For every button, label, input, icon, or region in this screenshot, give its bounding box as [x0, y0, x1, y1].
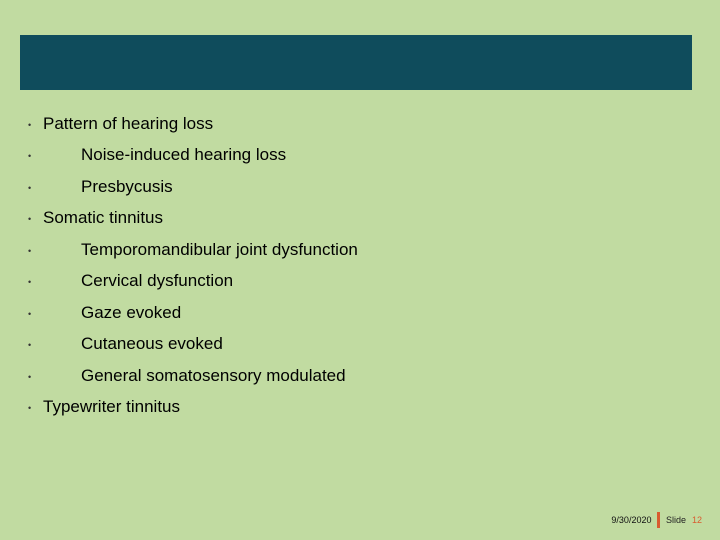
bullet-icon: •	[28, 306, 43, 323]
bullet-icon: •	[28, 211, 43, 228]
list-item: •Somatic tinnitus	[28, 202, 358, 233]
title-bar	[20, 35, 692, 90]
list-item: •Temporomandibular joint dysfunction	[28, 234, 358, 265]
list-item-text: Gaze evoked	[43, 297, 181, 328]
list-item: •Cervical dysfunction	[28, 265, 358, 296]
list-item-text: Presbycusis	[43, 171, 173, 202]
list-item-text: Pattern of hearing loss	[43, 108, 213, 139]
footer-slide-label: Slide	[666, 515, 686, 525]
bullet-icon: •	[28, 243, 43, 260]
content-list: •Pattern of hearing loss•Noise-induced h…	[28, 108, 358, 422]
list-item: •Pattern of hearing loss	[28, 108, 358, 139]
list-item: •Cutaneous evoked	[28, 328, 358, 359]
bullet-icon: •	[28, 180, 43, 197]
footer: 9/30/2020 Slide 12	[611, 512, 702, 528]
list-item: •Gaze evoked	[28, 297, 358, 328]
slide: •Pattern of hearing loss•Noise-induced h…	[0, 0, 720, 540]
list-item-text: Typewriter tinnitus	[43, 391, 180, 422]
footer-divider	[657, 512, 660, 528]
list-item: •General somatosensory modulated	[28, 360, 358, 391]
bullet-icon: •	[28, 400, 43, 417]
list-item-text: Cervical dysfunction	[43, 265, 233, 296]
footer-slide-number: 12	[692, 515, 702, 525]
bullet-icon: •	[28, 148, 43, 165]
bullet-icon: •	[28, 337, 43, 354]
bullet-icon: •	[28, 117, 43, 134]
footer-date: 9/30/2020	[611, 515, 651, 525]
bullet-icon: •	[28, 274, 43, 291]
list-item: •Noise-induced hearing loss	[28, 139, 358, 170]
list-item: •Presbycusis	[28, 171, 358, 202]
list-item-text: Cutaneous evoked	[43, 328, 223, 359]
list-item-text: General somatosensory modulated	[43, 360, 346, 391]
list-item-text: Temporomandibular joint dysfunction	[43, 234, 358, 265]
list-item-text: Somatic tinnitus	[43, 202, 163, 233]
list-item-text: Noise-induced hearing loss	[43, 139, 286, 170]
bullet-icon: •	[28, 369, 43, 386]
list-item: •Typewriter tinnitus	[28, 391, 358, 422]
